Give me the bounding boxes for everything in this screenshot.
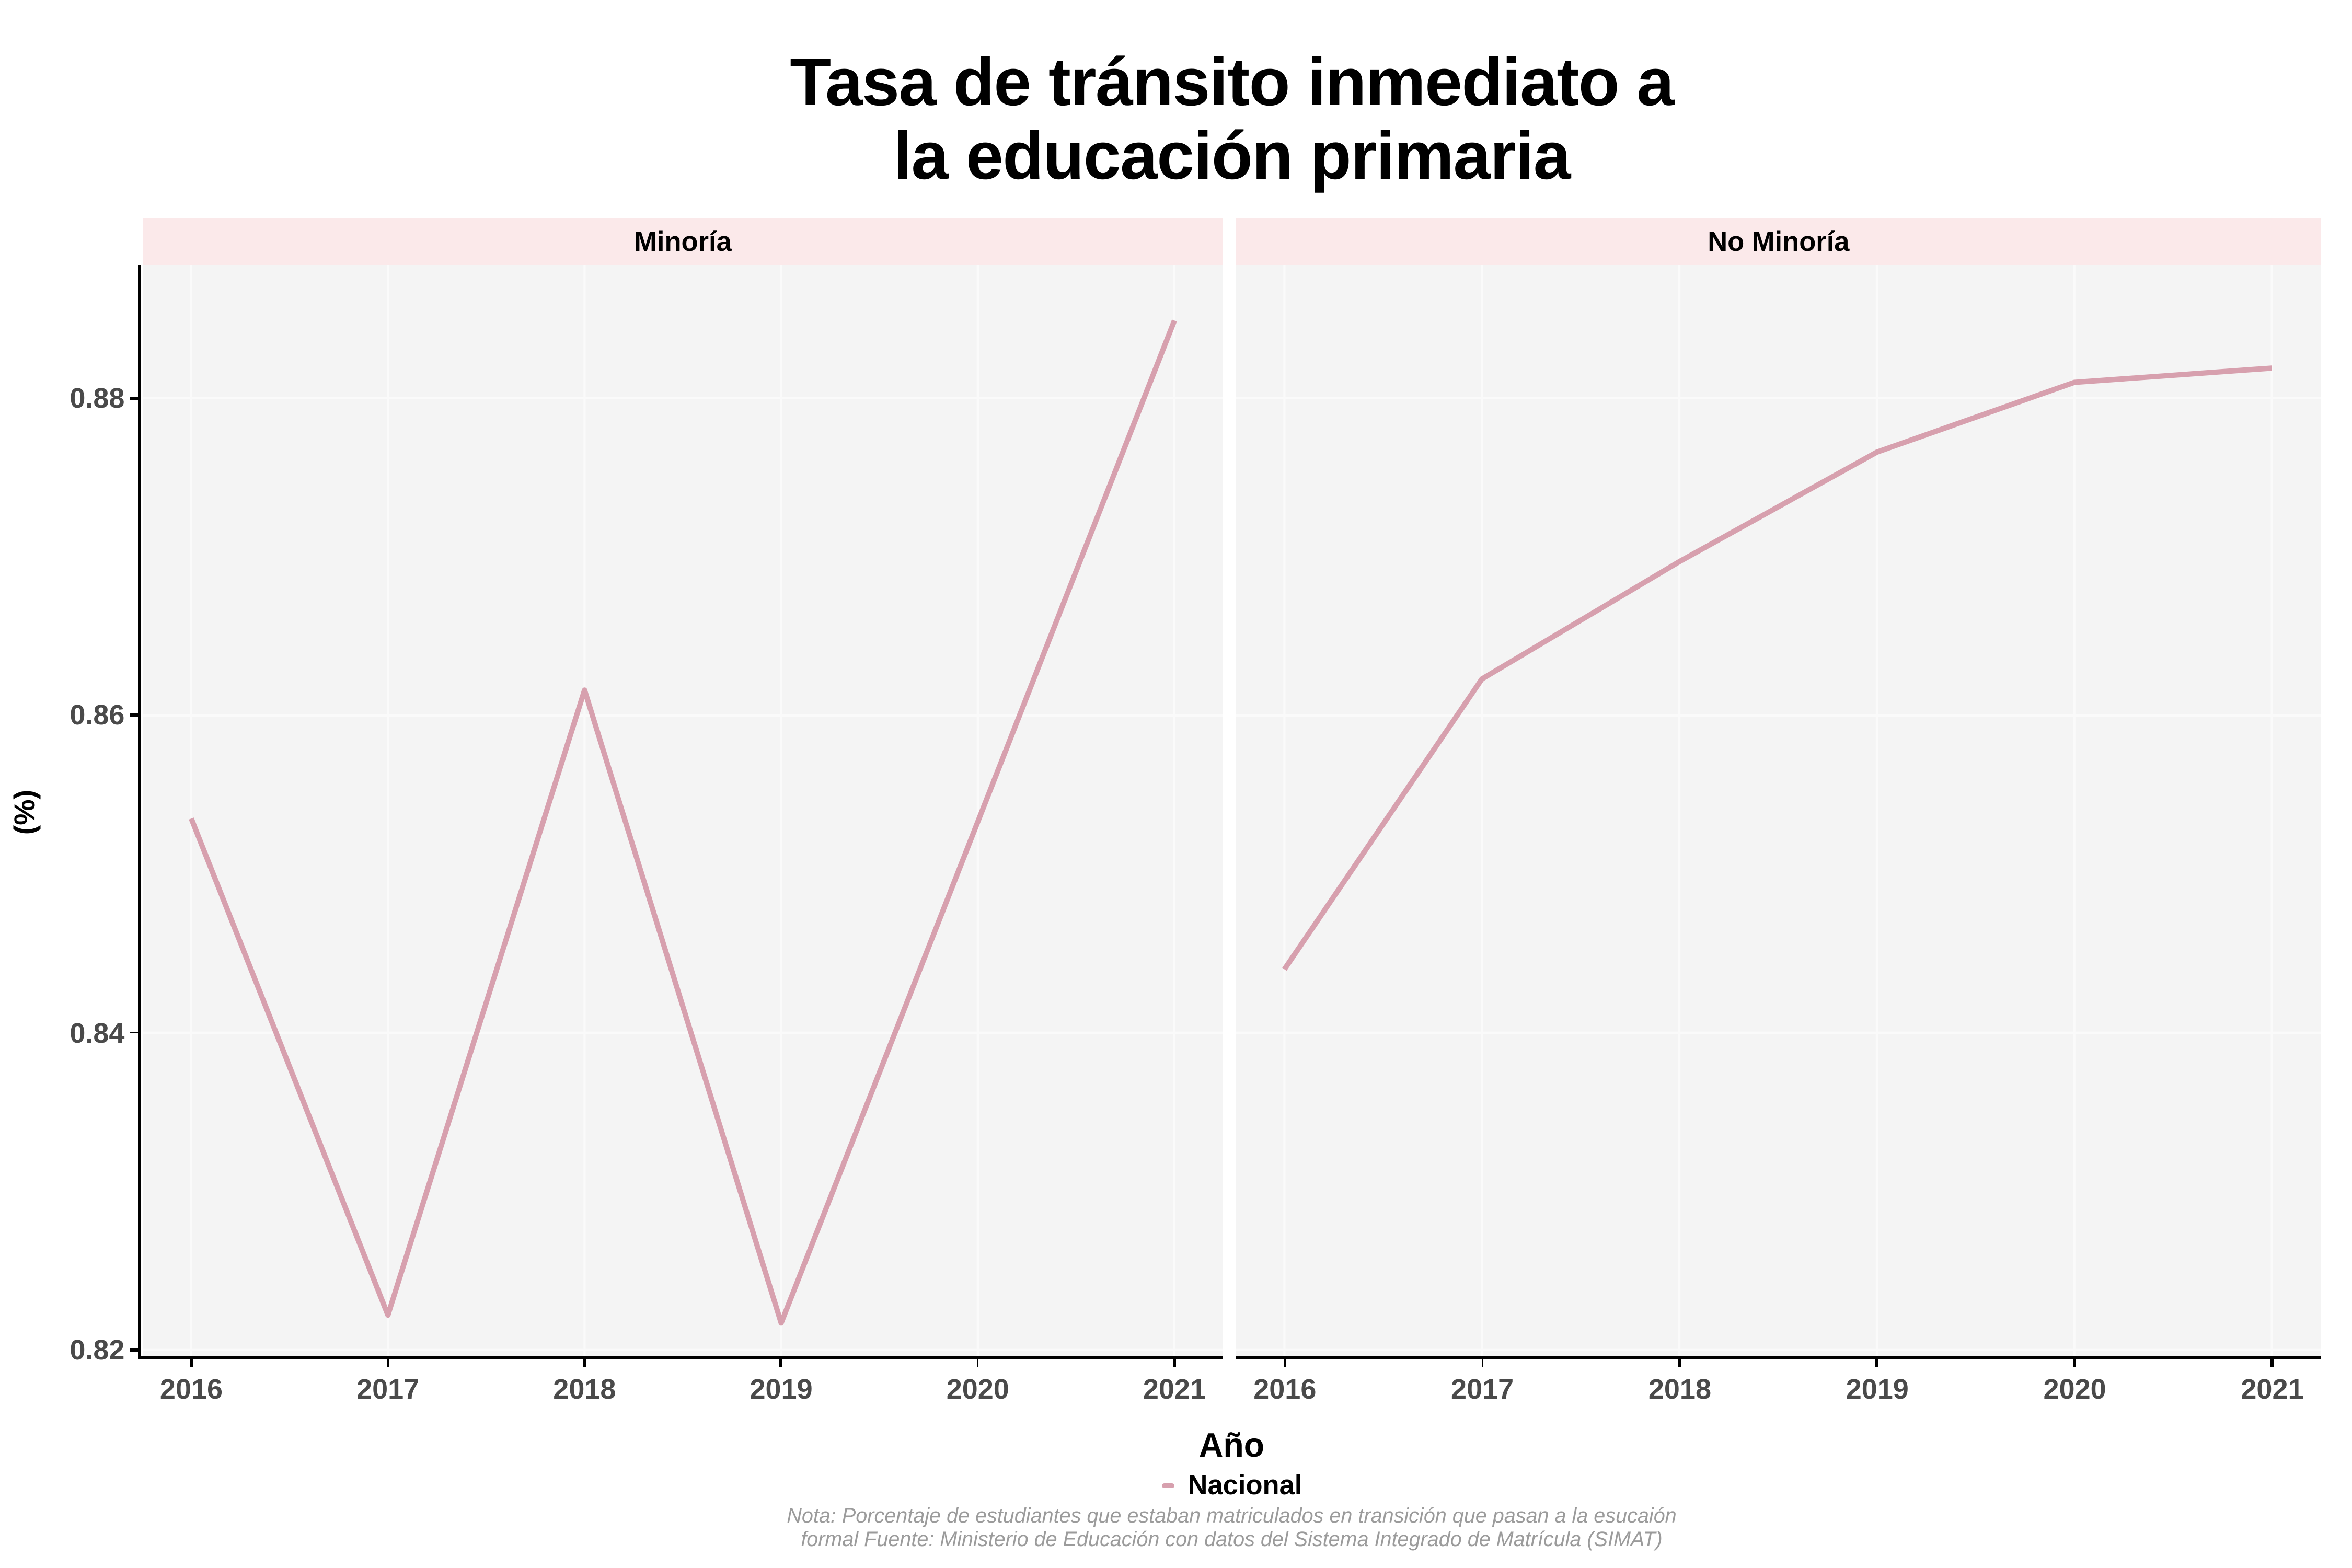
- footnote: Nota: Porcentaje de estudiantes que esta…: [143, 1504, 2321, 1551]
- x-axis-title: Año: [1198, 1427, 1265, 1465]
- x-tick-label: 2019: [750, 1374, 813, 1405]
- legend-line-key: [1161, 1483, 1174, 1489]
- panel-canvas: [143, 265, 1223, 1356]
- y-tick-label: 0.88: [70, 382, 125, 414]
- series-line-nacional: [189, 319, 1177, 1326]
- y-tick-mark: [130, 1348, 139, 1352]
- x-tick-label: 2018: [553, 1374, 616, 1405]
- x-tick-mark: [2270, 1359, 2274, 1367]
- panel-background: [1236, 265, 2321, 1356]
- x-tick-mark: [780, 1359, 783, 1367]
- x-tick-label: 2016: [1253, 1374, 1317, 1405]
- x-tick-label: 2019: [1846, 1374, 1909, 1405]
- panel-background: [143, 265, 1223, 1356]
- x-tick-mark: [386, 1359, 389, 1367]
- y-tick-label: 0.84: [70, 1017, 125, 1048]
- x-tick-label: 2017: [356, 1374, 420, 1405]
- chart-title: Tasa de tránsito inmediato a la educació…: [143, 47, 2321, 194]
- x-tick-mark: [1678, 1359, 1681, 1367]
- x-tick-mark: [1283, 1359, 1286, 1367]
- x-tick-mark: [583, 1359, 586, 1367]
- facet-strip-label: No Minoría: [1708, 225, 1850, 257]
- footnote-line1: Nota: Porcentaje de estudiantes que esta…: [787, 1504, 1677, 1527]
- x-tick-mark: [1876, 1359, 1879, 1367]
- y-tick-mark: [130, 397, 139, 400]
- panel-canvas: [1236, 265, 2321, 1356]
- facet-strip-no-minoria: No Minoría: [1236, 218, 2321, 265]
- plot-panel-minoria: [143, 265, 1223, 1356]
- x-tick-mark: [1481, 1359, 1484, 1367]
- x-tick-mark: [976, 1359, 979, 1367]
- x-axis-line: [140, 1356, 1223, 1359]
- facet-strip-label: Minoría: [634, 225, 732, 257]
- x-tick-label: 2020: [946, 1374, 1009, 1405]
- chart-title-line2: la educación primaria: [893, 119, 1571, 194]
- footnote-line2: formal Fuente: Ministerio de Educación c…: [801, 1526, 1663, 1550]
- x-tick-mark: [190, 1359, 193, 1367]
- legend-label: Nacional: [1187, 1469, 1302, 1501]
- x-tick-label: 2018: [1648, 1374, 1711, 1405]
- y-axis-title: (%): [8, 789, 41, 835]
- y-tick-label: 0.82: [70, 1334, 125, 1366]
- y-axis-line: [138, 265, 142, 1359]
- x-tick-label: 2021: [1143, 1374, 1206, 1405]
- chart-title-line1: Tasa de tránsito inmediato a: [790, 45, 1674, 121]
- facet-strip-minoria: Minoría: [143, 218, 1223, 265]
- y-tick-label: 0.86: [70, 699, 125, 731]
- y-tick-mark: [130, 1031, 139, 1034]
- x-tick-label: 2016: [159, 1374, 223, 1405]
- x-tick-mark: [2073, 1359, 2077, 1367]
- x-tick-label: 2017: [1451, 1374, 1514, 1405]
- y-tick-mark: [130, 714, 139, 717]
- legend: Nacional: [143, 1469, 2321, 1502]
- x-tick-label: 2021: [2241, 1374, 2304, 1405]
- series-line-nacional: [1283, 365, 2273, 971]
- x-axis-line: [1236, 1356, 2321, 1359]
- x-tick-mark: [1173, 1359, 1176, 1367]
- plot-panel-no-minoria: [1236, 265, 2321, 1356]
- x-tick-label: 2020: [2043, 1374, 2106, 1405]
